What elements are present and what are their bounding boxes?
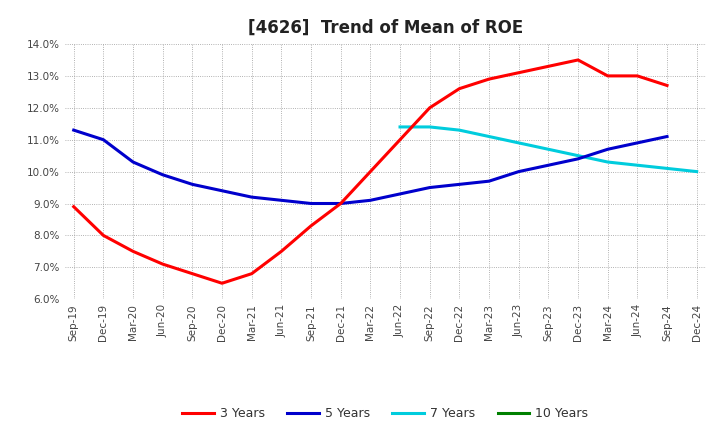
5 Years (248, 194, 256, 200)
5 Years (426, 185, 434, 190)
5 Years (336, 201, 345, 206)
Line: 5 Years: 5 Years (73, 130, 667, 204)
Legend: 3 Years, 5 Years, 7 Years, 10 Years: 3 Years, 5 Years, 7 Years, 10 Years (177, 403, 593, 425)
3 Years (307, 223, 315, 228)
7 Years (603, 159, 612, 165)
3 Years (396, 137, 405, 143)
3 Years (514, 70, 523, 75)
7 Years (574, 153, 582, 158)
3 Years (574, 57, 582, 62)
5 Years (366, 198, 374, 203)
3 Years (188, 271, 197, 276)
5 Years (396, 191, 405, 197)
3 Years (603, 73, 612, 78)
5 Years (99, 137, 108, 143)
5 Years (544, 163, 553, 168)
7 Years (455, 128, 464, 133)
Line: 3 Years: 3 Years (73, 60, 667, 283)
7 Years (662, 166, 671, 171)
3 Years (248, 271, 256, 276)
3 Years (129, 249, 138, 254)
7 Years (396, 124, 405, 129)
7 Years (544, 147, 553, 152)
3 Years (633, 73, 642, 78)
3 Years (485, 77, 493, 82)
5 Years (188, 182, 197, 187)
3 Years (662, 83, 671, 88)
5 Years (217, 188, 226, 194)
5 Years (485, 179, 493, 184)
5 Years (307, 201, 315, 206)
7 Years (693, 169, 701, 174)
3 Years (366, 169, 374, 174)
Title: [4626]  Trend of Mean of ROE: [4626] Trend of Mean of ROE (248, 19, 523, 37)
3 Years (336, 201, 345, 206)
5 Years (514, 169, 523, 174)
3 Years (217, 281, 226, 286)
5 Years (633, 140, 642, 146)
Line: 7 Years: 7 Years (400, 127, 697, 172)
5 Years (455, 182, 464, 187)
3 Years (544, 64, 553, 69)
7 Years (485, 134, 493, 139)
7 Years (633, 163, 642, 168)
7 Years (514, 140, 523, 146)
5 Years (129, 159, 138, 165)
5 Years (158, 172, 167, 177)
7 Years (426, 124, 434, 129)
3 Years (69, 204, 78, 209)
3 Years (158, 261, 167, 267)
5 Years (662, 134, 671, 139)
5 Years (603, 147, 612, 152)
3 Years (277, 249, 286, 254)
3 Years (455, 86, 464, 92)
3 Years (99, 233, 108, 238)
5 Years (69, 128, 78, 133)
5 Years (277, 198, 286, 203)
3 Years (426, 105, 434, 110)
5 Years (574, 156, 582, 161)
